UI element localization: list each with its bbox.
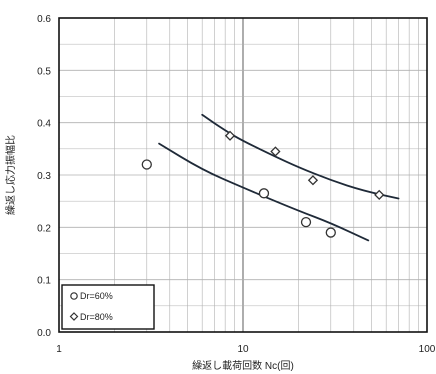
x-tick-label: 100 bbox=[419, 344, 436, 355]
legend: Dr=60% Dr=80% bbox=[61, 284, 155, 330]
legend-label-dr80: Dr=80% bbox=[80, 312, 113, 322]
y-tick-label: 0.2 bbox=[37, 223, 51, 234]
data-point-dr80 bbox=[307, 175, 319, 186]
data-point-dr60 bbox=[258, 188, 270, 199]
legend-box bbox=[61, 284, 155, 330]
y-tick-label: 0.4 bbox=[37, 119, 51, 130]
y-axis-label: 繰返し応力振幅比 bbox=[4, 135, 17, 215]
data-point-dr60 bbox=[325, 227, 336, 238]
x-axis-label: 繰返し載荷回数 Nc(回) bbox=[192, 359, 294, 372]
y-tick-label: 0.5 bbox=[37, 66, 51, 77]
legend-marker-dr80 bbox=[69, 312, 79, 321]
legend-marker-dr60 bbox=[70, 292, 78, 300]
y-tick-label: 0.6 bbox=[37, 14, 51, 25]
x-tick-label: 10 bbox=[237, 344, 249, 355]
y-tick-label: 0.3 bbox=[37, 171, 51, 182]
legend-label-dr60: Dr=60% bbox=[80, 291, 113, 301]
tick-labels: 0.0 0.1 0.2 0.3 0.4 0.5 0.6 1 10 100 bbox=[37, 14, 436, 355]
x-tick-label: 1 bbox=[56, 344, 62, 355]
y-tick-label: 0.0 bbox=[37, 328, 51, 339]
data-points bbox=[141, 130, 385, 238]
trend-lines bbox=[158, 113, 400, 242]
y-tick-label: 0.1 bbox=[37, 276, 51, 287]
data-point-dr60 bbox=[300, 216, 312, 228]
data-point-dr60 bbox=[141, 159, 152, 170]
grid bbox=[59, 18, 427, 332]
data-point-dr80 bbox=[224, 130, 236, 141]
data-point-dr80 bbox=[270, 146, 281, 157]
trend-line-dr80 bbox=[201, 113, 400, 200]
plot-frame bbox=[58, 17, 428, 333]
data-point-dr80 bbox=[374, 189, 385, 201]
